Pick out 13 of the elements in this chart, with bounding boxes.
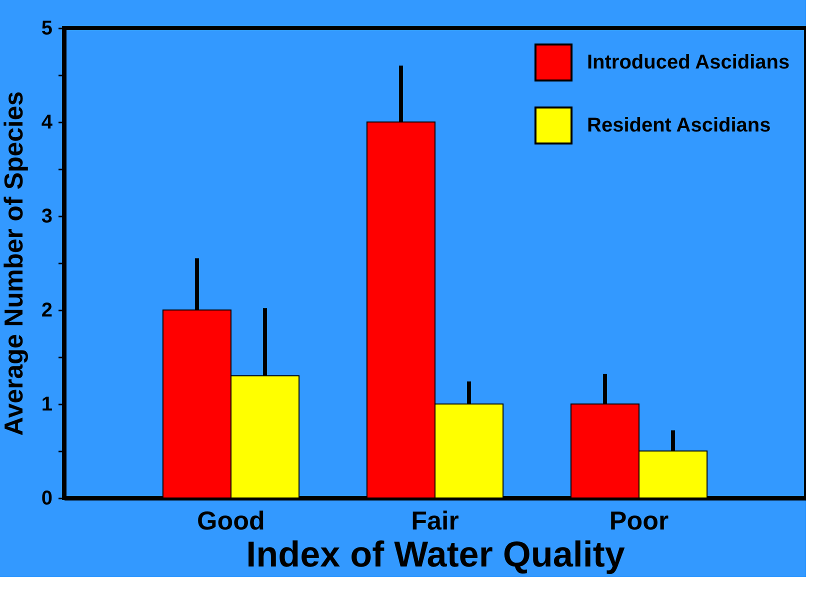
y-tick-label: 2	[41, 300, 52, 322]
y-tick-label: 1	[41, 394, 52, 416]
x-tick-label: Good	[197, 506, 265, 536]
x-tick-label: Fair	[411, 506, 459, 536]
y-axis-title: Average Number of Species	[0, 91, 28, 436]
x-tick-label: Poor	[609, 506, 669, 536]
legend-label: Resident Ascidians	[587, 114, 771, 136]
y-tick-label: 3	[41, 206, 52, 228]
legend-label: Introduced Ascidians	[587, 52, 790, 74]
y-tick-label: 4	[41, 112, 54, 134]
x-axis-title: Index of Water Quality	[246, 534, 625, 574]
y-tick-label: 5	[41, 18, 52, 40]
y-tick-label: 0	[41, 488, 52, 510]
